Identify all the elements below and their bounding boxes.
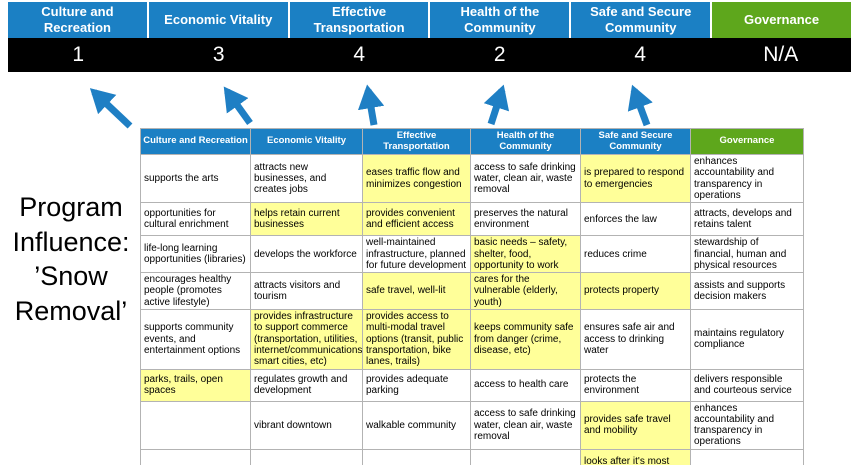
matrix-cell-highlighted: parks, trails, open spaces	[140, 368, 251, 402]
matrix-cell: vibrant downtown	[250, 400, 363, 450]
goal-pillar-label: Culture and Recreation	[8, 2, 147, 38]
arrows-layer	[89, 84, 653, 129]
matrix-cell: enhances accountability and transparency…	[690, 400, 804, 450]
matrix-cell: access to safe drinking water, clean air…	[470, 153, 581, 204]
matrix-cell: access to safe drinking water, clean air…	[470, 400, 581, 450]
pillar-score: N/A	[763, 43, 799, 66]
matrix-cell	[140, 448, 251, 465]
goal-pillar-label: Economic Vitality	[148, 2, 288, 38]
pillar-score: 4	[634, 43, 647, 66]
matrix-cell: opportunities for cultural enrichment	[140, 202, 251, 237]
matrix-cell: access to health care	[470, 368, 581, 402]
matrix-row: encourages healthy people (promotes acti…	[140, 272, 804, 311]
matrix-cell: well-maintained infrastructure, planned …	[362, 235, 471, 274]
score-bar: 1 3 4 2 4 N/A	[8, 38, 851, 72]
matrix-cell: attracts visitors and tourism	[250, 272, 363, 311]
matrix-cell: attracts, develops and retains talent	[690, 202, 804, 237]
matrix-cell: ensures safe air and access to drinking …	[580, 309, 691, 370]
influence-arrow	[357, 84, 385, 126]
matrix-cell	[470, 448, 581, 465]
matrix-cell: attracts new businesses, and creates job…	[250, 153, 363, 204]
matrix-row: vibrant downtown walkable community access…	[140, 400, 804, 450]
matrix-cell: protects the environment	[580, 368, 691, 402]
matrix-cell-highlighted: eases traffic flow and minimizes congest…	[362, 153, 471, 204]
matrix-row: supports community events, and entertain…	[140, 309, 804, 370]
matrix-cell	[690, 448, 804, 465]
matrix-cell: provides adequate parking	[362, 368, 471, 402]
matrix-header-cell: Health of the Community	[470, 128, 581, 155]
matrix-cell: assists and supports decision makers	[690, 272, 804, 311]
matrix-cell-highlighted: provides safe travel and mobility	[580, 400, 691, 450]
matrix-header-cell: Safe and Secure Community	[580, 128, 691, 155]
matrix-cell-highlighted: protects property	[580, 272, 691, 311]
matrix-cell: enforces the law	[580, 202, 691, 237]
matrix-cell-highlighted: safe travel, well-lit	[362, 272, 471, 311]
matrix-cell-highlighted: helps retain current businesses	[250, 202, 363, 237]
matrix-cell: walkable community	[362, 400, 471, 450]
matrix-cell: reduces crime	[580, 235, 691, 274]
matrix-cell	[250, 448, 363, 465]
page-title: Program Influence: ’Snow Removal’	[12, 192, 130, 326]
pillar-score: 2	[493, 43, 506, 66]
matrix-cell: stewardship of financial, human and phys…	[690, 235, 804, 274]
pillar-score: 3	[212, 43, 225, 66]
matrix-cell	[362, 448, 471, 465]
matrix-cell: delivers responsible and courteous servi…	[690, 368, 804, 402]
goal-pillar-label: Health of the Community	[430, 2, 570, 38]
matrix-cell: supports the arts	[140, 153, 251, 204]
matrix-row: supports the arts attracts new businesses…	[140, 153, 804, 204]
matrix-cell-highlighted: provides access to multi-modal travel op…	[362, 309, 471, 370]
influence-matrix: Culture and Recreation Economic Vitality E…	[140, 128, 804, 465]
matrix-header-cell: Culture and Recreation	[140, 128, 251, 155]
pillar-score: 4	[353, 43, 366, 66]
matrix-cell-highlighted: cares for the vulnerable (elderly, youth…	[470, 272, 581, 311]
matrix-cell-highlighted: provides convenient and efficient access	[362, 202, 471, 237]
matrix-cell-highlighted: keeps community safe from danger (crime,…	[470, 309, 581, 370]
matrix-cell: develops the workforce	[250, 235, 363, 274]
matrix-cell-highlighted: basic needs – safety, shelter, food, opp…	[470, 235, 581, 274]
matrix-cell: life-long learning opportunities (librar…	[140, 235, 251, 274]
matrix-row: parks, trails, open spaces regulates grow…	[140, 368, 804, 402]
influence-arrow	[89, 88, 133, 129]
matrix-cell-highlighted: provides infrastructure to support comme…	[250, 309, 363, 370]
matrix-cell	[140, 400, 251, 450]
matrix-header-cell: Governance	[690, 128, 804, 155]
matrix-row: opportunities for cultural enrichment hel…	[140, 202, 804, 237]
matrix-cell-highlighted: looks after it's most vulnerable	[580, 448, 691, 465]
matrix-row: life-long learning opportunities (librar…	[140, 235, 804, 274]
matrix-cell-highlighted: is prepared to respond to emergencies	[580, 153, 691, 204]
goal-pillar-label: Governance	[712, 2, 851, 38]
influence-arrow	[627, 84, 653, 127]
matrix-cell: encourages healthy people (promotes acti…	[140, 272, 251, 311]
matrix-cell: preserves the natural environment	[470, 202, 581, 237]
matrix-cell: regulates growth and development	[250, 368, 363, 402]
matrix-cell: enhances accountability and transparency…	[690, 153, 804, 204]
matrix-row: looks after it's most vulnerable	[140, 448, 804, 465]
goal-pillar-label: Safe and Secure Community	[571, 2, 711, 38]
matrix-header-row: Culture and Recreation Economic Vitality E…	[140, 128, 804, 155]
matrix-cell: supports community events, and entertain…	[140, 309, 251, 370]
matrix-cell: maintains regulatory compliance	[690, 309, 804, 370]
matrix-header-cell: Effective Transportation	[362, 128, 471, 155]
influence-arrow	[223, 86, 253, 126]
matrix-header-cell: Economic Vitality	[250, 128, 363, 155]
influence-arrow	[483, 84, 510, 126]
pillar-score: 1	[72, 43, 85, 66]
goal-header-bar: Culture and Recreation Economic Vitality E…	[8, 2, 851, 38]
goal-pillar-label: Effective Transportation	[289, 2, 429, 38]
